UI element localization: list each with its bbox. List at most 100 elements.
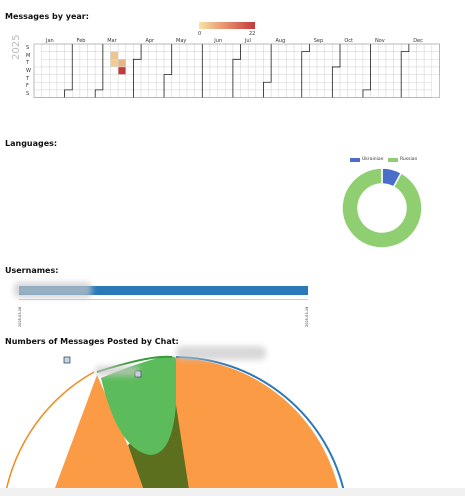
heatmap-day-cell	[209, 74, 218, 83]
legend-label-russian: Russian	[400, 157, 418, 162]
heatmap-day-cell	[423, 82, 433, 91]
heatmap-day-cell	[309, 51, 318, 60]
heatmap-day-cell	[225, 74, 234, 83]
heatmap-day-cell	[286, 43, 295, 52]
heatmap-day-cell	[362, 74, 371, 83]
heatmap-day-cell	[316, 51, 325, 60]
heatmap-day-cell	[255, 43, 264, 52]
usernames-title: Usernames:	[5, 266, 59, 275]
heatmap-day-cell	[263, 59, 272, 68]
heatmap-day-cell	[163, 82, 172, 91]
heatmap-day-cell	[56, 59, 65, 68]
heatmap-day-cell	[133, 74, 142, 83]
month-label: Feb	[76, 38, 86, 44]
heatmap-day-cell	[416, 59, 425, 68]
month-separator	[163, 44, 173, 98]
usernames-end-tick: 2025-03-19	[305, 306, 309, 327]
heatmap-day-cell	[278, 59, 287, 68]
heatmap-day-cell	[301, 66, 310, 75]
month-label: Jan	[46, 38, 54, 44]
heatmap-day-cell	[393, 89, 402, 98]
legend-ukrainian: Ukrainian	[350, 157, 383, 162]
heatmap-day-cell	[72, 74, 81, 83]
heatmap-day-cell	[225, 82, 234, 91]
heatmap-day-cell	[255, 51, 264, 60]
month-separator	[331, 44, 341, 98]
chat-outline-orange	[4, 371, 95, 496]
heatmap-day-cell	[49, 59, 58, 68]
heatmap-day-cell	[332, 82, 341, 91]
heatmap-day-cell	[102, 74, 111, 83]
heatmap-day-cell	[41, 66, 50, 75]
heatmap-day-cell	[186, 43, 195, 52]
chat-slice-orange-right	[176, 358, 340, 496]
heatmap-day-cell	[140, 66, 150, 75]
heatmap-day-cell	[423, 43, 433, 52]
heatmap-day-cell	[270, 43, 280, 52]
heatmap-day-cell	[255, 66, 264, 75]
username-label-redacted	[14, 282, 92, 298]
heatmap-day-cell	[140, 82, 150, 91]
heatmap-day-cell	[56, 66, 65, 75]
heatmap-day-cell	[171, 51, 180, 60]
heatmap-day-cell	[355, 51, 364, 60]
heatmap-day-cell	[148, 82, 157, 91]
donut-slice-russian	[341, 167, 423, 249]
heatmap-day-cell	[186, 66, 195, 75]
heatmap-day-cell	[163, 74, 172, 83]
heatmap-day-cell	[125, 66, 134, 75]
month-separator	[301, 44, 310, 98]
heatmap-day-cell	[194, 89, 203, 98]
heatmap-day-cell	[194, 59, 203, 68]
heatmap-day-cell	[64, 89, 73, 98]
heatmap-day-cell	[378, 89, 387, 98]
heatmap-day-cell	[202, 51, 211, 60]
heatmap-day-cell	[186, 59, 195, 68]
month-separator	[263, 44, 272, 98]
scale-min-label: 0	[198, 31, 202, 37]
heatmap-day-cell	[186, 74, 195, 83]
heatmap-day-cell	[255, 74, 264, 83]
heatmap-day-cell	[332, 59, 341, 68]
month-separator	[362, 44, 371, 98]
heatmap-day-cell	[286, 89, 295, 98]
heatmap-day-cell	[309, 82, 318, 91]
bottom-scrollbar-track[interactable]	[0, 488, 465, 496]
month-separator	[400, 44, 410, 98]
month-label: May	[176, 38, 187, 44]
heatmap-day-cell	[240, 51, 249, 60]
heatmap-day-cell	[156, 89, 165, 98]
heatmap-day-cell	[385, 43, 394, 52]
heatmap-day-cell	[133, 43, 142, 52]
heatmap-day-cell	[378, 82, 387, 91]
heatmap-day-cell	[247, 51, 257, 60]
heatmap-day-cell	[286, 66, 295, 75]
heatmap-day-cell	[385, 59, 394, 68]
heatmap-day-cell	[332, 51, 341, 60]
heatmap-day-cell	[362, 82, 371, 91]
heatmap-day-cell	[102, 59, 111, 68]
heatmap-day-cell	[370, 59, 379, 68]
month-label: Jun	[214, 38, 223, 44]
heatmap-day-cell	[64, 82, 73, 91]
heatmap-day-cell	[400, 66, 410, 75]
heatmap-day-cell	[309, 89, 318, 98]
heatmap-day-cell	[278, 89, 287, 98]
heatmap-day-cell	[140, 51, 150, 60]
heatmap-day-cell	[87, 89, 96, 98]
heatmap-day-cell	[324, 51, 333, 60]
heatmap-day-cell	[278, 66, 287, 75]
heatmap-day-cell	[194, 66, 203, 75]
heatmap-day-cell	[117, 43, 127, 52]
heatmap-day-cell	[416, 89, 425, 98]
heatmap-day-cell	[72, 82, 81, 91]
heatmap-day-cell	[270, 82, 280, 91]
heatmap-day-cell	[125, 59, 134, 68]
heatmap-day-cell	[179, 59, 188, 68]
heatmap-day-cell	[87, 74, 96, 83]
heatmap-day-cell	[72, 66, 81, 75]
heatmap-day-cell	[416, 51, 425, 60]
heatmap-day-cell	[125, 51, 134, 60]
heatmap-day-cell	[240, 89, 249, 98]
heatmap-day-cell	[278, 74, 287, 83]
